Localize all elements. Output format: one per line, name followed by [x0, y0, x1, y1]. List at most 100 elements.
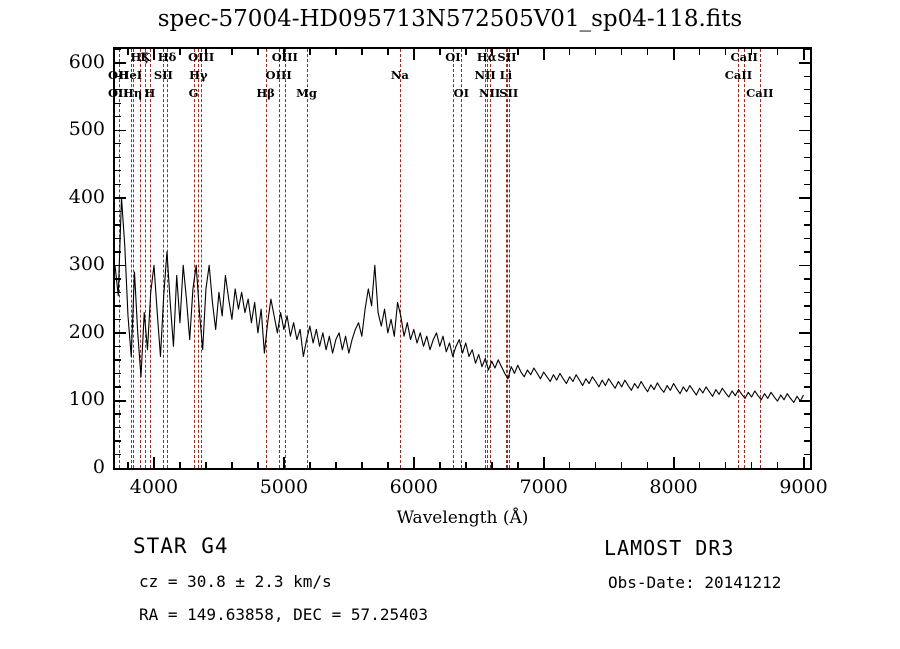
- x-minor-tick: [595, 462, 597, 468]
- x-major-tick: [673, 457, 675, 468]
- spectral-line-marker: [193, 49, 195, 468]
- y-tick-label: 100: [68, 388, 105, 411]
- x-minor-tick: [231, 49, 233, 55]
- y-major-tick: [799, 399, 810, 402]
- spectral-line-label: HeI: [118, 68, 143, 82]
- plot-area: [115, 49, 810, 468]
- spectral-line-label: G: [188, 86, 199, 100]
- x-tick-label: 4000: [129, 476, 179, 498]
- spectral-line-marker: [149, 49, 151, 468]
- spectral-line-label: OII: [108, 68, 129, 82]
- x-minor-tick: [231, 462, 233, 468]
- x-minor-tick: [699, 49, 701, 55]
- x-minor-tick: [647, 462, 649, 468]
- y-minor-tick: [115, 278, 121, 280]
- x-minor-tick: [205, 49, 207, 55]
- x-minor-tick: [517, 49, 519, 55]
- y-minor-tick: [804, 386, 810, 388]
- y-minor-tick: [115, 345, 121, 348]
- y-major-tick: [115, 332, 126, 334]
- y-minor-tick: [804, 453, 810, 456]
- x-major-tick: [413, 457, 415, 468]
- spectral-line-marker: [130, 49, 132, 468]
- y-minor-tick: [115, 116, 121, 118]
- survey-name-text: LAMOST DR3: [604, 536, 735, 560]
- y-minor-tick: [115, 237, 121, 240]
- spectral-line-label: Hβ: [256, 86, 275, 100]
- spectral-line-label: Hδ: [157, 50, 177, 64]
- spectral-line-marker: [738, 49, 740, 468]
- x-minor-tick: [621, 49, 623, 55]
- spectral-line-label: K: [140, 50, 151, 64]
- y-major-tick: [799, 332, 810, 334]
- y-minor-tick: [804, 102, 810, 104]
- y-minor-tick: [115, 210, 121, 212]
- y-minor-tick: [804, 237, 810, 240]
- spectral-line-marker: [486, 49, 488, 468]
- coordinates-text: RA = 149.63858, DEC = 57.25403: [139, 605, 428, 624]
- y-minor-tick: [804, 426, 810, 429]
- redshift-velocity-text: cz = 30.8 ± 2.3 km/s: [139, 572, 332, 591]
- y-tick-label: 300: [68, 253, 105, 276]
- x-major-tick: [283, 49, 285, 60]
- y-minor-tick: [804, 49, 810, 50]
- y-minor-tick: [115, 386, 121, 388]
- y-major-tick: [799, 129, 810, 132]
- y-minor-tick: [804, 210, 810, 212]
- x-minor-tick: [257, 49, 259, 55]
- spectral-line-marker: [145, 49, 147, 468]
- y-minor-tick: [804, 89, 810, 91]
- spectral-line-label: OI: [453, 86, 469, 100]
- x-minor-tick: [439, 49, 441, 55]
- y-minor-tick: [115, 143, 121, 145]
- y-minor-tick: [804, 372, 810, 375]
- y-minor-tick: [115, 170, 121, 172]
- y-tick-label: 0: [92, 456, 105, 478]
- y-minor-tick: [804, 440, 810, 442]
- x-tick-label: 6000: [389, 476, 438, 498]
- y-minor-tick: [115, 291, 121, 294]
- y-minor-tick: [804, 278, 810, 280]
- y-minor-tick: [804, 345, 810, 348]
- y-minor-tick: [804, 183, 810, 185]
- spectral-line-marker: [306, 49, 308, 468]
- y-minor-tick: [115, 102, 121, 104]
- x-minor-tick: [205, 462, 207, 468]
- x-minor-tick: [179, 49, 181, 55]
- y-minor-tick: [115, 75, 121, 77]
- y-tick-label: 500: [68, 118, 105, 141]
- x-major-tick: [153, 457, 156, 468]
- spectral-line-marker: [198, 49, 200, 468]
- spectral-line-marker: [139, 49, 141, 468]
- y-minor-tick: [115, 318, 121, 321]
- y-minor-tick: [804, 156, 810, 158]
- x-minor-tick: [309, 49, 311, 55]
- x-minor-tick: [309, 462, 311, 468]
- x-major-tick: [803, 49, 805, 60]
- x-minor-tick: [595, 49, 597, 55]
- spectral-line-label: H: [144, 86, 156, 100]
- x-minor-tick: [179, 462, 181, 468]
- y-minor-tick: [804, 224, 810, 226]
- y-minor-tick: [804, 413, 810, 415]
- object-class-text: STAR G4: [133, 534, 229, 558]
- spectral-line-label: OIII: [271, 50, 298, 64]
- x-minor-tick: [491, 462, 493, 468]
- x-minor-tick: [361, 462, 363, 468]
- y-minor-tick: [115, 426, 121, 429]
- x-minor-tick: [387, 49, 389, 55]
- x-minor-tick: [725, 462, 727, 468]
- spectral-line-marker: [265, 49, 267, 468]
- x-minor-tick: [361, 49, 363, 55]
- spectral-line-marker: [163, 49, 165, 468]
- y-major-tick: [115, 129, 126, 132]
- spectral-line-marker: [461, 49, 463, 468]
- x-minor-tick: [387, 462, 389, 468]
- spectral-line-marker: [489, 49, 491, 468]
- x-minor-tick: [569, 49, 571, 55]
- x-major-tick: [153, 49, 156, 60]
- x-minor-tick: [491, 49, 493, 55]
- y-major-tick: [799, 62, 810, 64]
- y-minor-tick: [115, 305, 121, 307]
